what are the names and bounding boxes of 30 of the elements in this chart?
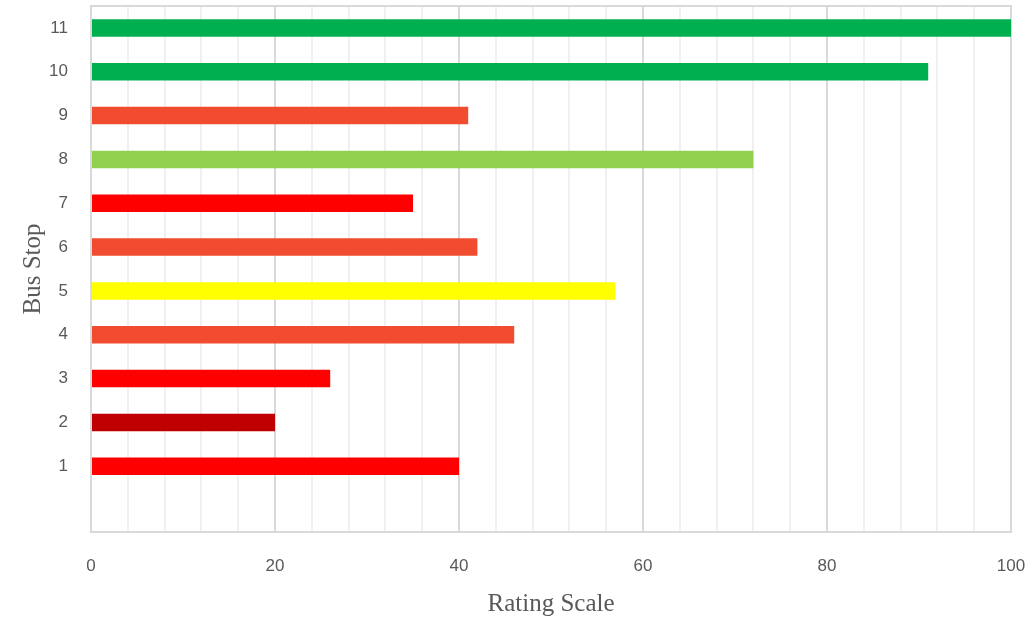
x-tick-label: 80: [817, 555, 837, 575]
y-tick-label: 11: [50, 17, 68, 37]
x-tick-label: 0: [86, 555, 96, 575]
bar: [92, 369, 331, 388]
y-axis-title: Bus Stop: [17, 223, 45, 315]
y-tick-label: 8: [58, 149, 68, 169]
y-tick-label: 1: [58, 455, 68, 475]
bar: [92, 413, 275, 432]
y-tick-label: 7: [58, 192, 68, 212]
x-tick-label: 40: [449, 555, 469, 575]
bar: [92, 62, 929, 81]
bar: [92, 282, 616, 300]
y-tick-label: 6: [58, 236, 68, 256]
bar: [92, 194, 413, 213]
y-tick-label: 5: [58, 280, 68, 300]
y-tick-label: 10: [49, 61, 68, 81]
x-tick-label: 60: [633, 555, 653, 575]
bar: [92, 19, 1011, 37]
y-tick-label: 4: [58, 324, 68, 344]
y-tick-label: 2: [58, 412, 68, 432]
x-tick-label: 100: [996, 555, 1026, 575]
x-tick-label: 20: [265, 555, 285, 575]
y-tick-label: 3: [58, 368, 68, 388]
bar: [92, 150, 754, 169]
bar: [92, 106, 469, 125]
bar: [92, 238, 478, 256]
y-tick-label: 9: [58, 105, 68, 125]
bar: [92, 325, 515, 344]
x-axis-title: Rating Scale: [487, 588, 615, 616]
bar: [92, 457, 459, 476]
